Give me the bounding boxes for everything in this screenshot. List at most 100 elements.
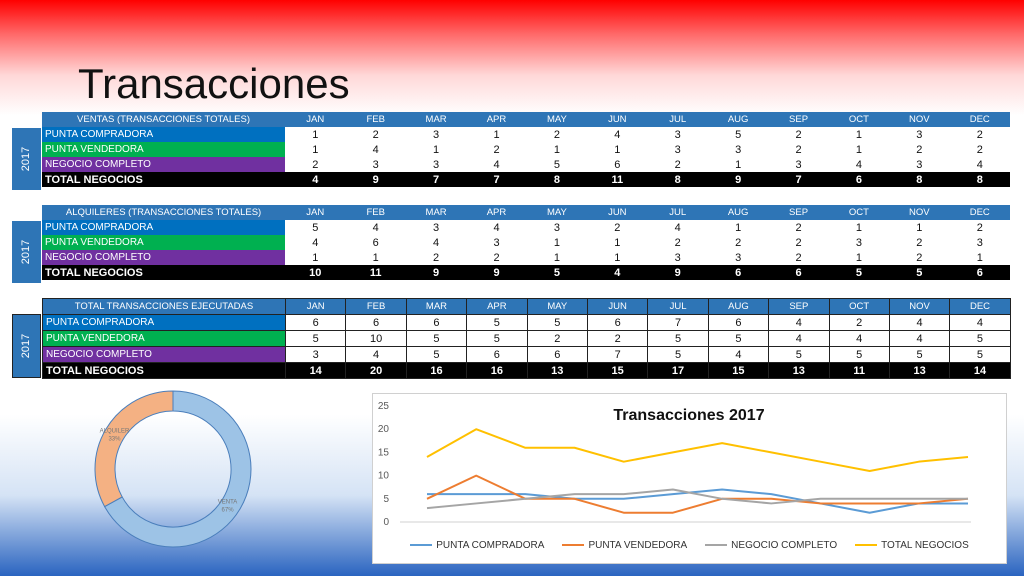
legend-item: PUNTA COMPRADORA	[410, 540, 544, 551]
month-header: OCT	[828, 205, 890, 220]
total-row: TOTAL NEGOCIOS 14 20 16 16 13 15 17 15 13 11 13 14	[42, 362, 1011, 379]
total-cell: 13	[888, 362, 951, 379]
total-cell: 6	[768, 265, 829, 280]
month-header: MAY	[526, 205, 588, 220]
table-header-row: TOTAL TRANSACCIONES EJECUTADAS JAN FEB MAR A…	[42, 298, 1011, 315]
table-cell: 2	[372, 128, 379, 141]
total-row: TOTAL NEGOCIOS 4 9 7 7 8 11 8 9 7 6 8 8	[42, 172, 1010, 187]
table-cell: 5	[284, 330, 347, 347]
table-cell: 1	[433, 143, 440, 156]
table-cell: 2	[976, 143, 983, 156]
table-row: NEGOCIO COMPLETO 3 4 5 6 6 7 5 4 5 5 5 5	[42, 346, 1011, 363]
table-cell: 1	[916, 221, 923, 234]
total-cell: 17	[647, 362, 709, 379]
total-cell: 15	[707, 362, 770, 379]
legend-item: PUNTA VENDEDORA	[562, 540, 687, 551]
row-label: PUNTA VENDEDORA	[42, 235, 286, 250]
donut-pct-label: 67%	[222, 508, 235, 514]
table-cell: 4	[768, 330, 830, 347]
table-cell: 1	[312, 128, 319, 141]
table-cell: 1	[735, 221, 742, 234]
month-header: NOV	[889, 205, 950, 220]
month-header: JAN	[285, 205, 346, 220]
legend-swatch	[855, 544, 878, 547]
table-cell: 1	[372, 251, 379, 264]
series-line-negocio-completo	[426, 488, 968, 510]
table-cell: 1	[493, 128, 500, 141]
table-cell: 4	[976, 158, 983, 171]
total-cell: 11	[828, 362, 890, 379]
table-cell: 5	[949, 346, 1011, 363]
table-cell: 5	[949, 330, 1011, 347]
table-cell: 5	[405, 346, 468, 363]
month-header: OCT	[828, 298, 890, 315]
table-cell: 2	[312, 158, 319, 171]
table-header-label: TOTAL TRANSACCIONES EJECUTADAS	[42, 298, 286, 315]
total-cell: 7	[405, 172, 467, 187]
total-cell: 7	[768, 172, 829, 187]
month-header: FEB	[345, 298, 407, 315]
table-cell: 6	[284, 314, 347, 331]
table-cell: 6	[466, 346, 528, 363]
row-label: PUNTA VENDEDORA	[42, 142, 286, 157]
table-cell: 5	[647, 346, 709, 363]
table-cell: 4	[707, 346, 770, 363]
table-cell: 2	[433, 251, 440, 264]
table-cell: 2	[526, 330, 588, 347]
total-cell: 5	[828, 265, 890, 280]
month-header: JUN	[586, 298, 649, 315]
month-header: MAR	[405, 298, 468, 315]
table-cell: 3	[372, 158, 379, 171]
legend-swatch	[562, 544, 585, 547]
table-cell: 2	[614, 221, 621, 234]
table-cell: 3	[433, 221, 440, 234]
total-label: TOTAL NEGOCIOS	[42, 172, 286, 187]
table-cell: 4	[345, 346, 407, 363]
table-cell: 5	[647, 330, 709, 347]
donut-pct-label: 33%	[108, 436, 121, 442]
total-cell: 8	[949, 172, 1010, 187]
year-label: 2017	[12, 314, 41, 378]
table-cell: 4	[768, 314, 830, 331]
legend-swatch	[705, 544, 728, 547]
series-line-punta-vendedora	[426, 474, 969, 514]
table-header-row: VENTAS (TRANSACCIONES TOTALES) JAN FEB MAR A…	[42, 112, 1010, 127]
table-cell: 2	[795, 143, 802, 156]
chart-legend: PUNTA COMPRADORA PUNTA VENDEDORA NEGOCIO C…	[373, 540, 1006, 551]
total-row: TOTAL NEGOCIOS 10 11 9 9 5 4 9 6 6 5 5 6	[42, 265, 1010, 280]
table-row: NEGOCIO COMPLETO 2 3 3 4 5 6 2 1 3 4 3 4	[42, 157, 1010, 172]
table-cell: 1	[614, 236, 621, 249]
legend-swatch	[410, 544, 433, 547]
table-cell: 6	[614, 158, 621, 171]
table-cell: 4	[312, 236, 319, 249]
month-header: APR	[466, 205, 527, 220]
table-cell: 5	[466, 314, 528, 331]
table-cell: 3	[493, 236, 500, 249]
table-cell: 1	[735, 158, 742, 171]
table-cell: 1	[614, 251, 621, 264]
legend-label: PUNTA COMPRADORA	[436, 540, 545, 551]
total-cell: 9	[466, 265, 527, 280]
total-label: TOTAL NEGOCIOS	[42, 265, 286, 280]
total-cell: 5	[526, 265, 588, 280]
table-cell: 2	[976, 128, 983, 141]
row-label: NEGOCIO COMPLETO	[42, 250, 286, 265]
table-cell: 3	[284, 346, 347, 363]
table-cell: 2	[828, 314, 890, 331]
donut-slice-venta	[103, 390, 252, 548]
row-label: PUNTA COMPRADORA	[42, 314, 286, 331]
month-header: JUL	[647, 205, 708, 220]
table-cell: 2	[493, 251, 500, 264]
y-tick-label: 15	[378, 447, 390, 458]
y-tick-label: 25	[378, 401, 390, 412]
table-cell: 6	[707, 314, 770, 331]
table-cell: 3	[916, 128, 923, 141]
total-cell: 6	[828, 172, 890, 187]
line-chart: 0 5 10 15 20 25 Transacciones 2017	[378, 401, 971, 528]
total-cell: 11	[587, 172, 648, 187]
month-header: SEP	[768, 112, 829, 127]
table-header-label: ALQUILERES (TRANSACCIONES TOTALES)	[42, 205, 286, 220]
month-header: SEP	[768, 205, 829, 220]
month-header: FEB	[345, 112, 406, 127]
total-cell: 16	[466, 362, 528, 379]
